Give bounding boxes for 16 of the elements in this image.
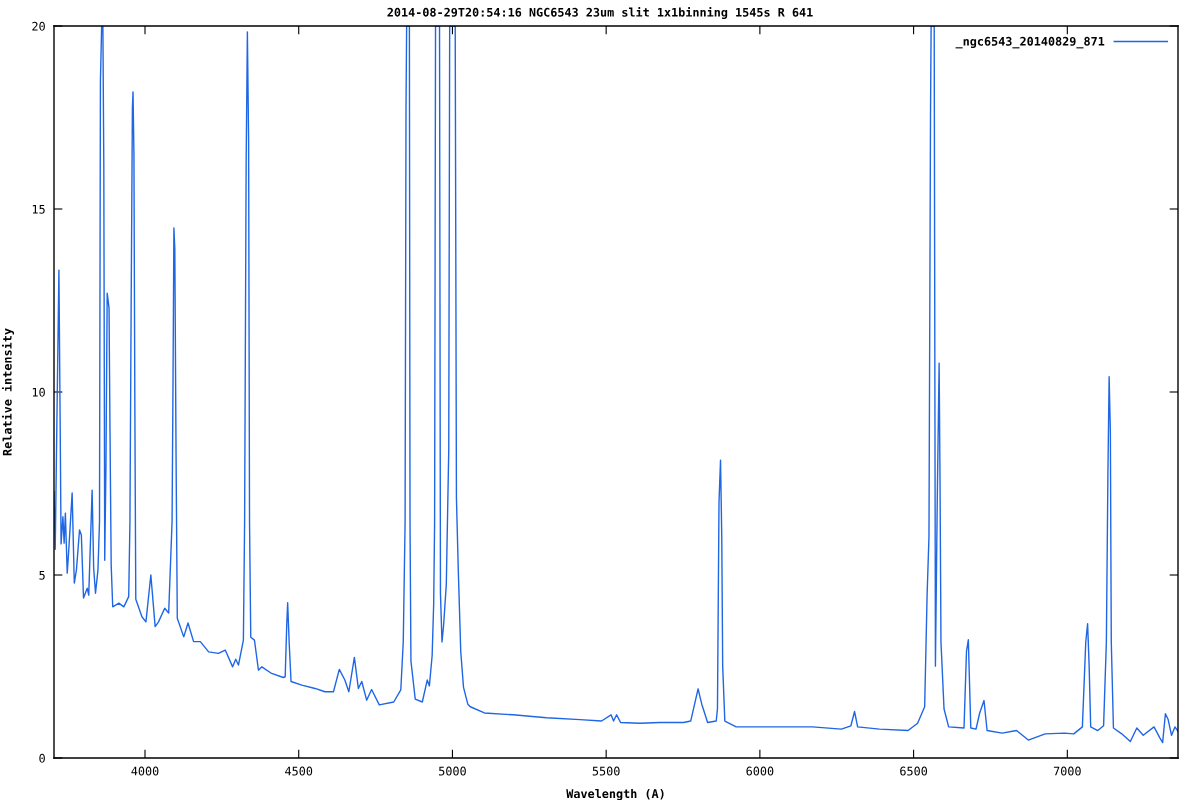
y-tick-label: 20	[32, 21, 45, 31]
x-tick-label: 5000	[439, 766, 466, 776]
x-tick-label: 4500	[285, 766, 313, 776]
legend-label: _ngc6543_20140829_871	[955, 36, 1105, 49]
x-tick-label: 4000	[131, 766, 159, 776]
x-tick-label: 6000	[746, 766, 774, 776]
chart-title: 2014-08-29T20:54:16 NGC6543 23um slit 1x1binning 1545s R 641	[387, 6, 813, 20]
y-tick-label: 0	[39, 753, 45, 763]
y-tick-label: 15	[32, 204, 45, 214]
x-axis-title: Wavelength (A)	[566, 788, 664, 800]
y-axis-title: Relative intensity	[1, 328, 14, 456]
x-tick-label: 5500	[592, 766, 620, 776]
y-tick-label: 5	[39, 570, 45, 580]
y-tick-label: 10	[32, 387, 45, 397]
x-tick-label: 6500	[900, 766, 928, 776]
x-tick-label: 7000	[1053, 766, 1081, 776]
